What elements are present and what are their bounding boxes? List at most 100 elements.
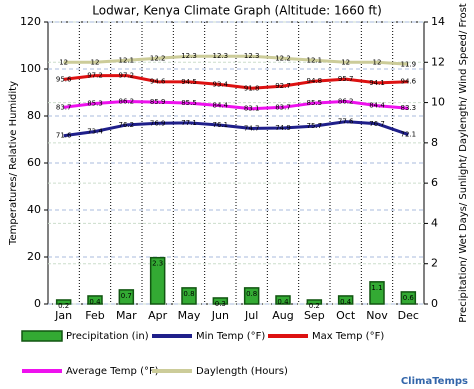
point-label: 12.3 xyxy=(213,52,229,60)
point-label: 91.8 xyxy=(244,84,260,92)
y-tick-label: 80 xyxy=(27,109,41,122)
bar-label: 0.7 xyxy=(121,292,132,300)
point-label: 76.7 xyxy=(369,120,385,128)
bar xyxy=(87,295,103,305)
bar xyxy=(369,281,385,305)
point-label: 12 xyxy=(341,58,350,66)
point-label: 83.7 xyxy=(275,103,291,111)
point-label: 74.9 xyxy=(275,124,291,132)
point-label: 12.3 xyxy=(181,52,197,60)
y-tick-label: 20 xyxy=(27,250,41,263)
bar-label: 0.2 xyxy=(58,302,69,310)
x-tick-label: Sep xyxy=(304,309,325,322)
y2-tick-label: 0 xyxy=(431,297,438,310)
y-axis-label: Temperatures/ Relative Humidity xyxy=(8,81,19,246)
bar xyxy=(275,295,291,305)
y-tick-label: 60 xyxy=(27,156,41,169)
y2-tick-label: 12 xyxy=(431,55,445,68)
x-tick-label: Mar xyxy=(116,309,137,322)
y-tick-label: 100 xyxy=(20,62,41,75)
point-label: 93.4 xyxy=(213,81,229,89)
point-label: 71.6 xyxy=(56,132,72,140)
legend-label: Max Temp (°F) xyxy=(312,331,384,342)
point-label: 12.1 xyxy=(119,56,135,64)
line xyxy=(63,99,409,111)
point-label: 74.7 xyxy=(244,124,260,132)
legend-label: Average Temp (°F) xyxy=(66,366,159,377)
x-tick-label: May xyxy=(178,309,201,322)
y2-tick-label: 14 xyxy=(431,15,445,28)
x-tick-label: Oct xyxy=(336,309,356,322)
point-label: 76.2 xyxy=(119,121,135,129)
point-label: 77.6 xyxy=(338,118,354,126)
bar-label: 0.4 xyxy=(89,298,101,306)
point-label: 94.6 xyxy=(150,78,166,86)
bar xyxy=(118,289,135,305)
line xyxy=(63,120,409,138)
x-tick-label: Jan xyxy=(54,309,72,322)
line xyxy=(63,74,409,90)
point-label: 92.7 xyxy=(275,82,291,90)
watermark: ClimaTemps xyxy=(401,376,468,387)
y-tick-label: 0 xyxy=(34,297,41,310)
point-label: 94.5 xyxy=(181,78,197,86)
bar-label: 2.3 xyxy=(152,260,163,268)
point-label: 76.1 xyxy=(213,121,229,129)
y2-tick-label: 4 xyxy=(431,216,438,229)
y2-tick-label: 8 xyxy=(431,136,438,149)
bar xyxy=(149,256,166,305)
bar-label: 0.8 xyxy=(183,290,194,298)
point-label: 83.1 xyxy=(244,105,260,113)
y2-tick-label: 6 xyxy=(431,176,438,189)
bar xyxy=(243,287,260,305)
bar xyxy=(306,299,323,305)
point-label: 95.6 xyxy=(56,75,72,83)
point-label: 73.4 xyxy=(87,128,103,136)
point-label: 85.5 xyxy=(307,99,323,107)
y-tick-label: 40 xyxy=(27,203,41,216)
point-label: 94.8 xyxy=(307,77,323,85)
point-label: 12 xyxy=(373,58,382,66)
bar xyxy=(212,297,229,305)
y2-tick-label: 2 xyxy=(431,257,438,270)
point-label: 94.6 xyxy=(401,78,417,86)
point-label: 12.2 xyxy=(150,54,166,62)
point-label: 85.5 xyxy=(181,99,197,107)
point-label: 85.3 xyxy=(87,100,103,108)
point-label: 97.2 xyxy=(119,72,135,80)
bar-label: 0.6 xyxy=(403,294,415,302)
point-label: 95.7 xyxy=(338,75,354,83)
point-label: 83.7 xyxy=(56,103,72,111)
x-tick-label: Jun xyxy=(211,309,229,322)
point-label: 75.7 xyxy=(307,122,323,130)
line xyxy=(63,54,409,66)
point-label: 12 xyxy=(59,58,68,66)
legend-swatch xyxy=(21,330,63,342)
bar xyxy=(337,295,354,305)
x-tick-label: Dec xyxy=(398,309,419,322)
y-tick-label: 120 xyxy=(20,15,41,28)
x-tick-label: Feb xyxy=(85,309,104,322)
legend-label: Min Temp (°F) xyxy=(196,331,265,342)
chart-title: Lodwar, Kenya Climate Graph (Altitude: 1… xyxy=(92,4,382,18)
point-label: 12 xyxy=(91,58,100,66)
point-label: 84.4 xyxy=(369,102,385,110)
x-tick-label: Aug xyxy=(272,309,293,322)
bar-label: 0.8 xyxy=(246,290,257,298)
point-label: 86.2 xyxy=(338,97,354,105)
bar-label: 1.1 xyxy=(371,284,382,292)
y2-axis-label: Precipitation/ Wet Days/ Sunlight/ Dayle… xyxy=(458,3,469,322)
point-label: 83.3 xyxy=(401,104,417,112)
x-tick-label: Nov xyxy=(366,309,388,322)
legend-label: Daylength (Hours) xyxy=(196,366,288,377)
bar-label: 0.2 xyxy=(309,302,320,310)
y2-tick-label: 10 xyxy=(431,96,445,109)
point-label: 72.1 xyxy=(401,131,417,139)
bar-label: 0.4 xyxy=(277,298,289,306)
point-label: 76.9 xyxy=(150,119,166,127)
point-label: 94.1 xyxy=(369,79,385,87)
bar-label: 0.4 xyxy=(340,298,352,306)
bar-label: 0.3 xyxy=(215,300,226,308)
x-tick-label: Apr xyxy=(148,309,168,322)
